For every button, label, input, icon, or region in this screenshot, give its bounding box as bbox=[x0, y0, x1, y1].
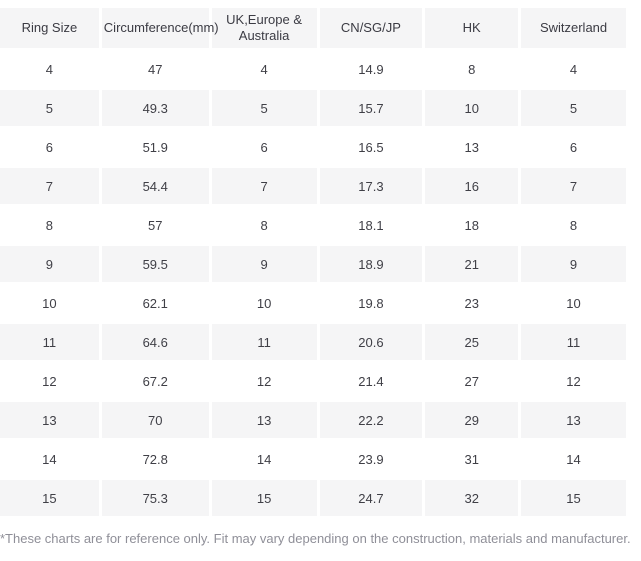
table-cell: 47 bbox=[101, 51, 209, 87]
column-header: Circumference(mm) bbox=[101, 8, 219, 48]
table-cell: 21.4 bbox=[319, 363, 423, 399]
table-row: 13 70 13 22.2 29 13 bbox=[0, 402, 626, 438]
table-cell: 10 bbox=[521, 285, 626, 321]
table-cell: 18.9 bbox=[319, 246, 423, 282]
table-cell: 22.2 bbox=[319, 402, 423, 438]
table-cell: 67.2 bbox=[101, 363, 209, 399]
table-cell: 62.1 bbox=[101, 285, 209, 321]
table-cell: 21 bbox=[425, 246, 519, 282]
table-cell: 7 bbox=[211, 168, 317, 204]
table-cell: 16.5 bbox=[319, 129, 423, 165]
ring-size-chart-page: Ring Size Circumference(mm) UK,Europe & Au… bbox=[0, 5, 631, 546]
table-cell: 8 bbox=[521, 207, 626, 243]
table-cell: 32 bbox=[425, 480, 519, 516]
table-cell: 64.6 bbox=[101, 324, 209, 360]
table-cell: 11 bbox=[521, 324, 626, 360]
table-row: 10 62.1 10 19.8 23 10 bbox=[0, 285, 626, 321]
table-cell: 23.9 bbox=[319, 441, 423, 477]
table-cell: 8 bbox=[425, 51, 519, 87]
table-cell: 8 bbox=[0, 207, 99, 243]
table-cell: 29 bbox=[425, 402, 519, 438]
table-cell: 14 bbox=[211, 441, 317, 477]
table-cell: 13 bbox=[0, 402, 99, 438]
table-cell: 7 bbox=[521, 168, 626, 204]
table-cell: 18.1 bbox=[319, 207, 423, 243]
table-cell: 14 bbox=[0, 441, 99, 477]
table-cell: 10 bbox=[425, 90, 519, 126]
table-cell: 19.8 bbox=[319, 285, 423, 321]
table-row: 15 75.3 15 24.7 32 15 bbox=[0, 480, 626, 516]
table-row: 6 51.9 6 16.5 13 6 bbox=[0, 129, 626, 165]
table-cell: 4 bbox=[521, 51, 626, 87]
table-cell: 10 bbox=[211, 285, 317, 321]
table-cell: 59.5 bbox=[101, 246, 209, 282]
table-cell: 9 bbox=[0, 246, 99, 282]
table-cell: 49.3 bbox=[101, 90, 209, 126]
table-cell: 16 bbox=[425, 168, 519, 204]
table-row: 9 59.5 9 18.9 21 9 bbox=[0, 246, 626, 282]
table-cell: 6 bbox=[521, 129, 626, 165]
table-cell: 5 bbox=[521, 90, 626, 126]
table-row: 12 67.2 12 21.4 27 12 bbox=[0, 363, 626, 399]
column-header: HK bbox=[425, 8, 519, 48]
table-row: 5 49.3 5 15.7 10 5 bbox=[0, 90, 626, 126]
table-row: 7 54.4 7 17.3 16 7 bbox=[0, 168, 626, 204]
table-cell: 10 bbox=[0, 285, 99, 321]
header-row: Ring Size Circumference(mm) UK,Europe & Au… bbox=[0, 8, 626, 48]
table-cell: 20.6 bbox=[319, 324, 423, 360]
table-cell: 31 bbox=[425, 441, 519, 477]
table-cell: 15.7 bbox=[319, 90, 423, 126]
table-row: 4 47 4 14.9 8 4 bbox=[0, 51, 626, 87]
table-cell: 11 bbox=[0, 324, 99, 360]
table-cell: 9 bbox=[211, 246, 317, 282]
table-row: 14 72.8 14 23.9 31 14 bbox=[0, 441, 626, 477]
table-cell: 57 bbox=[101, 207, 209, 243]
table-cell: 51.9 bbox=[101, 129, 209, 165]
table-cell: 14.9 bbox=[319, 51, 423, 87]
table-body: 4 47 4 14.9 8 4 5 49.3 5 15.7 10 5 6 51.9 6 16.5 13 6 7 54.… bbox=[0, 51, 626, 516]
table-cell: 8 bbox=[211, 207, 317, 243]
table-cell: 12 bbox=[0, 363, 99, 399]
table-cell: 12 bbox=[521, 363, 626, 399]
table-cell: 13 bbox=[425, 129, 519, 165]
table-cell: 24.7 bbox=[319, 480, 423, 516]
table-cell: 70 bbox=[101, 402, 209, 438]
column-header: Ring Size bbox=[0, 8, 99, 48]
table-cell: 15 bbox=[211, 480, 317, 516]
table-cell: 11 bbox=[211, 324, 317, 360]
column-header: UK,Europe & Australia bbox=[211, 8, 317, 48]
table-cell: 23 bbox=[425, 285, 519, 321]
table-cell: 18 bbox=[425, 207, 519, 243]
table-cell: 9 bbox=[521, 246, 626, 282]
table-cell: 12 bbox=[211, 363, 317, 399]
reference-footnote: *These charts are for reference only. Fi… bbox=[0, 531, 631, 546]
ring-size-conversion-table: Ring Size Circumference(mm) UK,Europe & Au… bbox=[0, 5, 629, 519]
table-cell: 5 bbox=[211, 90, 317, 126]
table-cell: 7 bbox=[0, 168, 99, 204]
table-row: 8 57 8 18.1 18 8 bbox=[0, 207, 626, 243]
table-cell: 14 bbox=[521, 441, 626, 477]
table-cell: 75.3 bbox=[101, 480, 209, 516]
table-cell: 72.8 bbox=[101, 441, 209, 477]
table-cell: 13 bbox=[521, 402, 626, 438]
table-cell: 5 bbox=[0, 90, 99, 126]
table-cell: 13 bbox=[211, 402, 317, 438]
table-cell: 4 bbox=[0, 51, 99, 87]
table-cell: 4 bbox=[211, 51, 317, 87]
table-cell: 15 bbox=[521, 480, 626, 516]
column-header: CN/SG/JP bbox=[319, 8, 423, 48]
table-row: 11 64.6 11 20.6 25 11 bbox=[0, 324, 626, 360]
table-cell: 6 bbox=[0, 129, 99, 165]
table-cell: 15 bbox=[0, 480, 99, 516]
table-cell: 54.4 bbox=[101, 168, 209, 204]
table-cell: 17.3 bbox=[319, 168, 423, 204]
table-cell: 27 bbox=[425, 363, 519, 399]
table-cell: 6 bbox=[211, 129, 317, 165]
column-header: Switzerland bbox=[521, 8, 626, 48]
table-cell: 25 bbox=[425, 324, 519, 360]
